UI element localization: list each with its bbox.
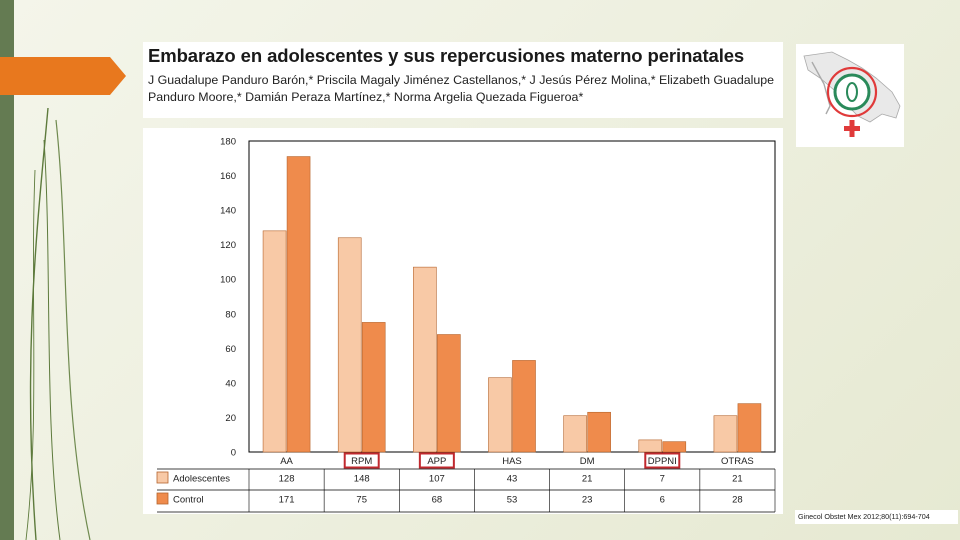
table-value: 28 <box>732 495 743 506</box>
legend-label-adolescentes: Adolescentes <box>173 474 230 485</box>
y-tick-label: 180 <box>220 137 236 148</box>
y-tick-label: 120 <box>220 240 236 251</box>
table-value: 107 <box>429 474 445 485</box>
citation: Ginecol Obstet Mex 2012;80(11):694-704 <box>795 510 958 524</box>
bar-control-dppni <box>662 441 687 453</box>
bar-adolescentes-otras <box>713 415 738 453</box>
legend-label-control: Control <box>173 495 204 506</box>
y-tick-label: 40 <box>225 378 236 389</box>
bar-chart: 0 20 40 60 80 100 120 140 160 180 AA RPM APP HAS DM DP… <box>156 137 776 513</box>
x-tick-label: DM <box>580 456 595 467</box>
decorative-strokes <box>25 107 91 540</box>
x-tick-label: AA <box>280 456 293 467</box>
article-title: Embarazo en adolescentes y sus repercusi… <box>148 45 745 66</box>
bar-adolescentes-app <box>413 266 437 453</box>
legend-swatch-adolescentes <box>156 471 169 484</box>
data-table: Adolescentes 128 148 107 43 21 7 21 Control 171 75… <box>156 468 776 513</box>
bar-control-otras <box>737 403 762 453</box>
chart-panel: 0 20 40 60 80 100 120 140 160 180 AA RPM APP HAS DM DP… <box>143 128 783 514</box>
table-value: 68 <box>432 495 443 506</box>
logo <box>796 44 904 147</box>
table-value: 148 <box>354 474 370 485</box>
y-tick-label: 140 <box>220 206 236 217</box>
y-axis: 0 20 40 60 80 100 120 140 160 180 <box>220 137 236 459</box>
table-value: 128 <box>279 474 295 485</box>
table-value: 7 <box>660 474 665 485</box>
orange-arrow-icon <box>0 57 126 95</box>
bar-adolescentes-dppni <box>638 439 663 453</box>
y-tick-label: 100 <box>220 275 236 286</box>
bar-control-rpm <box>361 322 386 453</box>
table-value: 23 <box>582 495 593 506</box>
bar-control-has <box>512 360 536 453</box>
table-value: 21 <box>732 474 743 485</box>
x-tick-label: DPPNI <box>648 456 677 467</box>
y-tick-label: 80 <box>225 309 236 320</box>
bar-control-dm <box>587 411 611 453</box>
x-tick-label: RPM <box>351 456 372 467</box>
bar-adolescentes-rpm <box>337 237 362 453</box>
table-value: 21 <box>582 474 593 485</box>
y-tick-label: 0 <box>231 448 236 459</box>
bar-adolescentes-has <box>488 377 512 453</box>
x-tick-label: APP <box>427 456 446 467</box>
x-tick-label: OTRAS <box>721 456 754 467</box>
table-value: 6 <box>660 495 665 506</box>
x-axis-labels: AA RPM APP HAS DM DPPNI OTRAS <box>280 452 754 469</box>
bar-adolescentes-dm <box>563 415 587 453</box>
article-authors: J Guadalupe Panduro Barón,* Priscila Mag… <box>148 73 775 104</box>
table-value: 171 <box>279 495 295 506</box>
legend-swatch-control <box>156 492 169 505</box>
highlight-box-dppni <box>644 452 681 469</box>
y-tick-label: 160 <box>220 171 236 182</box>
mexico-map-venus-emblem-icon <box>803 51 901 137</box>
highlight-box-app <box>418 452 455 469</box>
left-accent-bar <box>0 0 14 540</box>
y-tick-label: 60 <box>225 344 236 355</box>
article-header: Embarazo en adolescentes y sus repercusi… <box>143 42 783 118</box>
table-value: 43 <box>507 474 518 485</box>
y-tick-label: 20 <box>225 413 236 424</box>
bar-adolescentes-aa <box>262 230 287 453</box>
table-value: 53 <box>507 495 518 506</box>
plot-frame <box>248 140 776 453</box>
highlight-box-rpm <box>343 452 380 469</box>
bar-control-aa <box>286 156 311 453</box>
bar-control-app <box>437 334 461 453</box>
bar-series <box>262 156 762 453</box>
x-tick-label: HAS <box>502 456 522 467</box>
table-value: 75 <box>356 495 367 506</box>
